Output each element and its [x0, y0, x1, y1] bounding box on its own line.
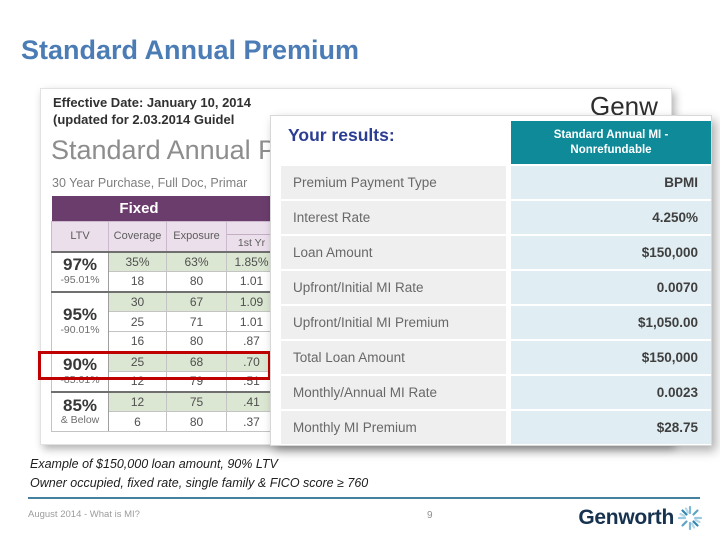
second-header-cell	[226, 196, 277, 221]
table-row: 18 80 1.01	[52, 271, 277, 292]
genworth-logo: Genworth	[578, 504, 704, 532]
table-row: 25 71 1.01	[52, 311, 277, 332]
table-row: 85% & Below 12 75 .41	[51, 390, 277, 432]
footer-text: August 2014 - What is MI?	[28, 509, 140, 520]
col-header-1st-yr: 1st Yr	[226, 220, 277, 252]
highlight-rectangle	[38, 351, 271, 380]
genworth-logo-text: Genworth	[578, 506, 674, 529]
results-column-header: Standard Annual MI - Nonrefundable	[511, 121, 711, 164]
results-row: Monthly/Annual MI Rate 0.0023	[281, 376, 711, 409]
table-row: 97% -95.01% 35% 63% 1.85%	[51, 250, 277, 292]
split-top-cell	[227, 222, 276, 235]
ltv-group-97: 97% -95.01%	[51, 250, 109, 292]
table-row: 6 80 .37	[52, 411, 277, 432]
results-row: Monthly MI Premium $28.75	[281, 411, 711, 444]
premium-rate-table: Fixed LTV Coverage Exposure 1st Yr 97% -…	[51, 196, 277, 432]
results-row: Total Loan Amount $150,000	[281, 341, 711, 374]
results-title: Your results:	[288, 125, 395, 145]
rate-card-heading: Standard Annual Pre	[51, 135, 301, 165]
results-row: Loan Amount $150,000	[281, 236, 711, 269]
genworth-starburst-icon	[677, 505, 703, 531]
table-header-row: Fixed	[51, 196, 277, 221]
col-header-exposure: Exposure	[166, 220, 227, 252]
ltv-group-85: 85% & Below	[51, 390, 109, 432]
results-row: Upfront/Initial MI Rate 0.0070	[281, 271, 711, 304]
rate-card-subheading: 30 Year Purchase, Full Doc, Primar	[52, 176, 248, 190]
effective-date-text: Effective Date: January 10, 2014	[53, 95, 251, 110]
fixed-header-cell: Fixed	[51, 196, 227, 221]
results-rows: Premium Payment Type BPMI Interest Rate …	[281, 166, 711, 444]
example-caption: Example of $150,000 loan amount, 90% LTV…	[30, 457, 369, 490]
page-number: 9	[427, 510, 433, 521]
results-row: Upfront/Initial MI Premium $1,050.00	[281, 306, 711, 339]
table-row: 95% -90.01% 30 67 1.09	[51, 290, 277, 352]
results-row: Interest Rate 4.250%	[281, 201, 711, 234]
col-header-coverage: Coverage	[108, 220, 167, 252]
ltv-group-90: 90% -85.01%	[51, 350, 109, 392]
table-subheader-row: LTV Coverage Exposure 1st Yr	[51, 220, 277, 252]
col-header-ltv: LTV	[51, 220, 109, 252]
ltv-group-95: 95% -90.01%	[51, 290, 109, 352]
updated-guidelines-text: (updated for 2.03.2014 Guidel	[53, 112, 235, 127]
page-title: Standard Annual Premium	[21, 35, 360, 65]
results-row: Premium Payment Type BPMI	[281, 166, 711, 199]
table-row: 16 80 .87	[52, 331, 277, 352]
footer-divider	[28, 497, 700, 499]
results-card: Your results: Standard Annual MI - Nonre…	[270, 115, 712, 446]
